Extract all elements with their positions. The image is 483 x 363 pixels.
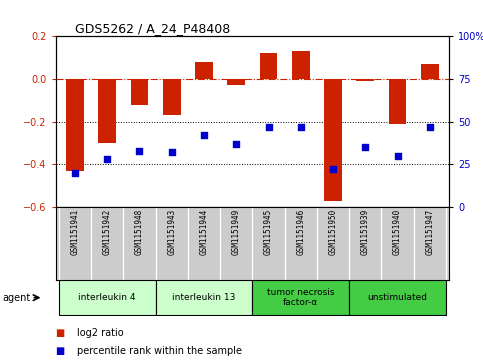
Point bbox=[232, 141, 240, 147]
Text: GDS5262 / A_24_P48408: GDS5262 / A_24_P48408 bbox=[75, 22, 230, 35]
Text: GSM1151939: GSM1151939 bbox=[361, 209, 370, 255]
Point bbox=[426, 124, 434, 130]
Text: GSM1151950: GSM1151950 bbox=[328, 209, 338, 255]
Bar bbox=[389, 79, 406, 124]
Bar bbox=[99, 79, 116, 143]
Bar bbox=[421, 64, 439, 79]
Bar bbox=[156, 280, 253, 315]
Point bbox=[265, 124, 272, 130]
Point bbox=[168, 150, 175, 155]
Text: ■: ■ bbox=[56, 346, 65, 356]
Text: GSM1151949: GSM1151949 bbox=[232, 209, 241, 255]
Bar bbox=[163, 79, 181, 115]
Text: percentile rank within the sample: percentile rank within the sample bbox=[77, 346, 242, 356]
Point bbox=[71, 170, 79, 176]
Text: interleukin 4: interleukin 4 bbox=[78, 293, 136, 302]
Bar bbox=[260, 53, 277, 79]
Text: GSM1151944: GSM1151944 bbox=[199, 209, 209, 255]
Text: GSM1151947: GSM1151947 bbox=[426, 209, 434, 255]
Point bbox=[136, 148, 143, 154]
Text: unstimulated: unstimulated bbox=[368, 293, 427, 302]
Text: GSM1151940: GSM1151940 bbox=[393, 209, 402, 255]
Text: log2 ratio: log2 ratio bbox=[77, 327, 124, 338]
Bar bbox=[66, 79, 84, 171]
Bar bbox=[227, 79, 245, 85]
Text: GSM1151948: GSM1151948 bbox=[135, 209, 144, 255]
Text: tumor necrosis
factor-α: tumor necrosis factor-α bbox=[267, 288, 335, 307]
Point bbox=[329, 167, 337, 172]
Text: interleukin 13: interleukin 13 bbox=[172, 293, 236, 302]
Point bbox=[297, 124, 305, 130]
Text: GSM1151943: GSM1151943 bbox=[167, 209, 176, 255]
Point bbox=[103, 156, 111, 162]
Point bbox=[361, 144, 369, 150]
Text: ■: ■ bbox=[56, 327, 65, 338]
Bar bbox=[59, 280, 156, 315]
Bar bbox=[195, 62, 213, 79]
Bar bbox=[356, 79, 374, 81]
Text: GSM1151945: GSM1151945 bbox=[264, 209, 273, 255]
Text: GSM1151942: GSM1151942 bbox=[103, 209, 112, 255]
Text: GSM1151941: GSM1151941 bbox=[71, 209, 79, 255]
Bar bbox=[349, 280, 446, 315]
Bar bbox=[253, 280, 349, 315]
Bar bbox=[324, 79, 342, 200]
Bar bbox=[292, 51, 310, 79]
Text: agent: agent bbox=[2, 293, 30, 303]
Point bbox=[394, 153, 401, 159]
Bar bbox=[130, 79, 148, 105]
Text: GSM1151946: GSM1151946 bbox=[296, 209, 305, 255]
Point bbox=[200, 132, 208, 138]
